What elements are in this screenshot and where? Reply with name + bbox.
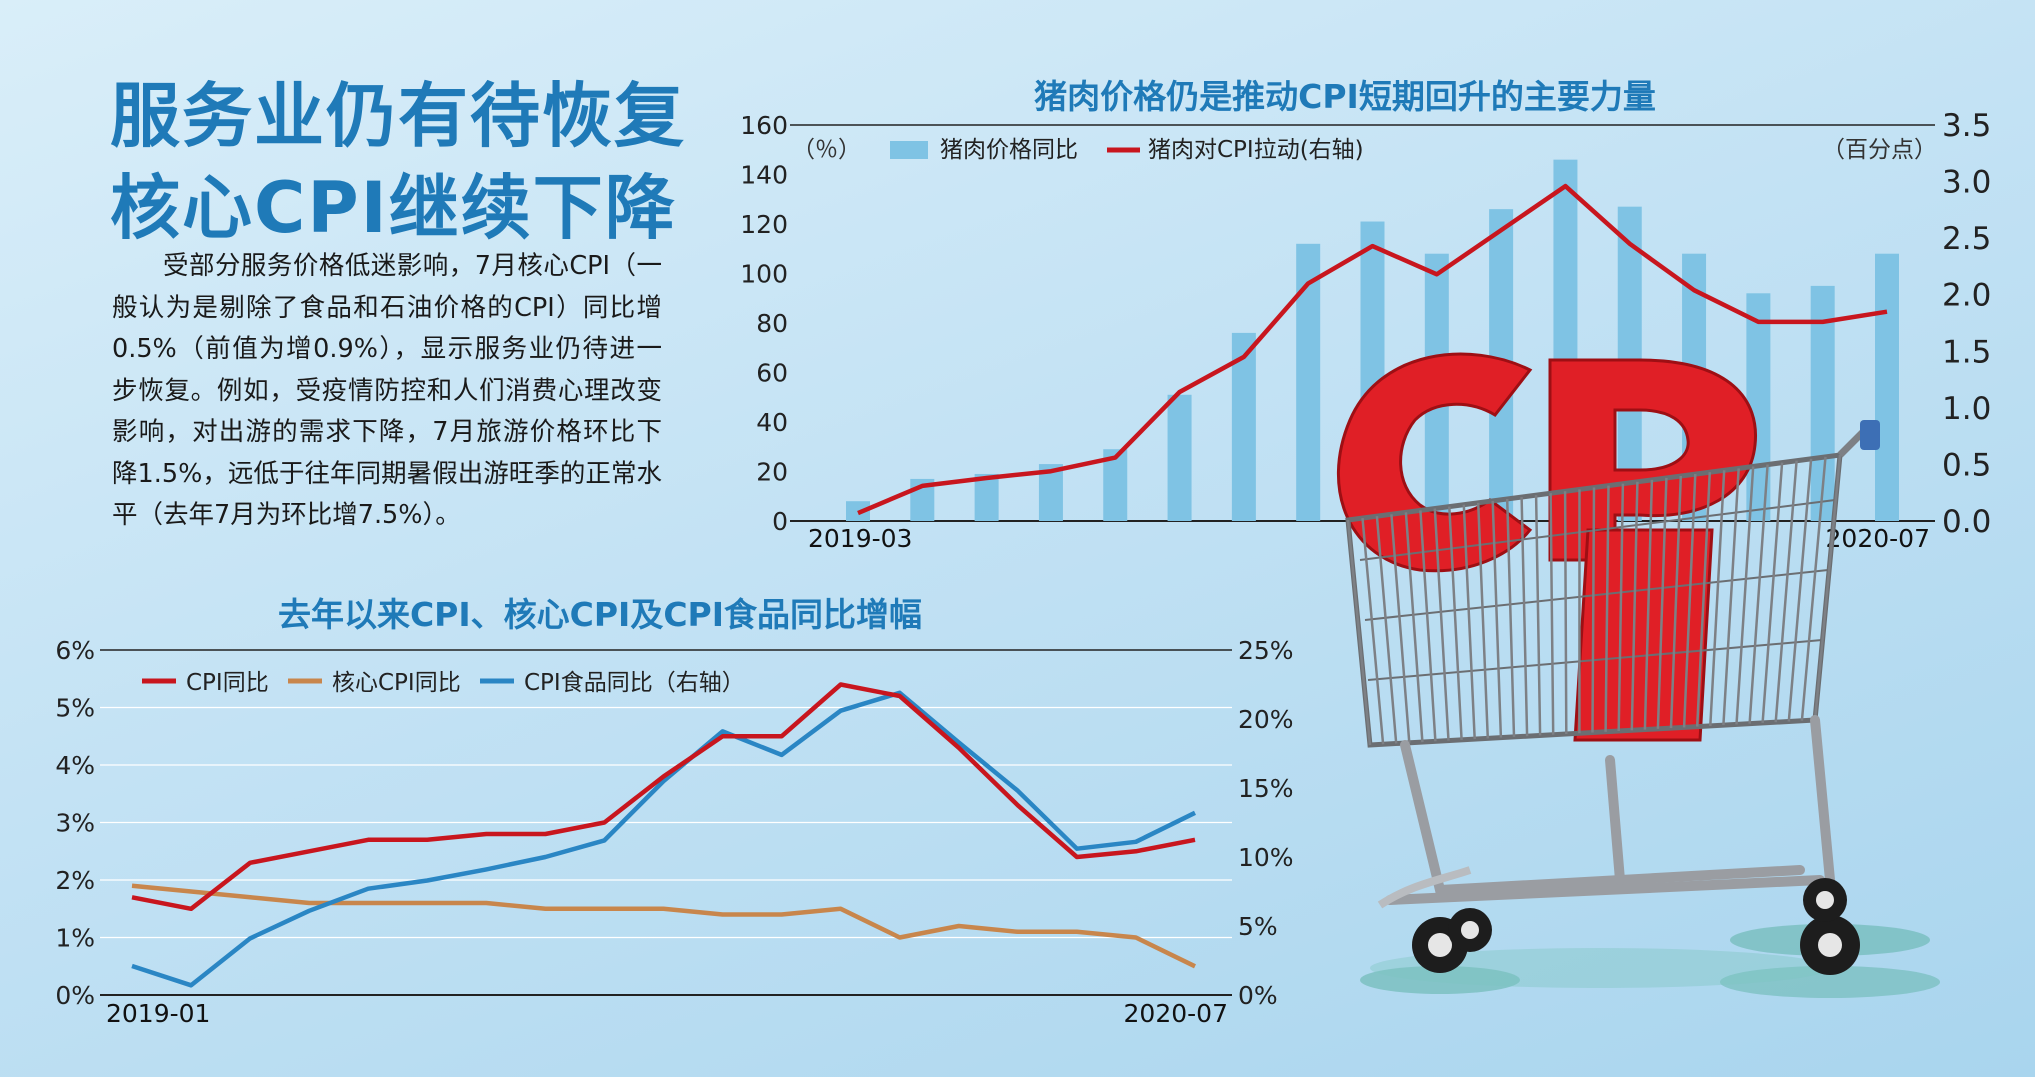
y-tick-label-right: 25% (1238, 636, 1294, 665)
chart-title: 去年以来CPI、核心CPI及CPI食品同比增幅 (278, 595, 922, 634)
gridlines (100, 649, 1232, 939)
y-tick-label-left: 100 (740, 260, 788, 289)
y-tick-label-left: 40 (756, 408, 788, 437)
y-tick-label-left: 4% (55, 751, 95, 780)
y-tick-label-right: 1.0 (1942, 391, 1991, 427)
y-axis-left-ticks: 160 140 120 100 80 60 40 20 0 (740, 111, 788, 536)
y-tick-label-right: 2.0 (1942, 278, 1991, 314)
y-tick-label-right: 3.0 (1942, 165, 1991, 201)
body-text: 受部分服务价格低迷影响，7月核心CPI（一般认为是剔除了食品和石油价格的CPI）… (112, 251, 662, 530)
headline: 服务业仍有待恢复 核心CPI继续下降 (110, 70, 686, 254)
y-tick-label-left: 20 (756, 458, 788, 487)
pork-contribution-line (857, 183, 1888, 516)
y-tick-label-left: 0 (772, 507, 788, 536)
y-tick-label-left: 140 (740, 161, 788, 190)
y-tick-label-left: 0% (55, 981, 95, 1010)
chart-title: 猪肉价格仍是推动CPI短期回升的主要力量 (1034, 77, 1656, 116)
legend-label-line: 猪肉对CPI拉动(右轴) (1148, 137, 1364, 163)
y-axis-right-ticks: 3.5 3.0 2.5 2.0 1.5 1.0 0.5 0.0 (1942, 108, 1991, 540)
y-tick-label-right: 10% (1238, 843, 1294, 872)
x-tick-last: 2020-07 (1826, 524, 1930, 553)
y-tick-label-left: 5% (55, 694, 95, 723)
legend-swatch-bar (890, 141, 928, 159)
y-unit-left: （％） (792, 137, 861, 163)
bar (974, 473, 999, 521)
y-tick-label-right: 3.5 (1942, 108, 1991, 144)
bar (1167, 394, 1192, 521)
bar (1875, 253, 1899, 521)
y-tick-label-right: 1.5 (1942, 334, 1991, 370)
core-cpi-line (131, 883, 1196, 969)
cart-wheels (1412, 878, 1860, 975)
y-tick-label-left: 3% (55, 809, 95, 838)
bar (1231, 332, 1256, 521)
y-tick-label-left: 120 (740, 210, 788, 239)
y-tick-label-right: 20% (1238, 705, 1294, 734)
y-tick-label-left: 6% (55, 636, 95, 665)
y-tick-label-right: 0% (1238, 981, 1278, 1010)
shopping-cart-with-cpi-letters-icon (1336, 352, 1940, 998)
headline-line-1: 服务业仍有待恢复 (110, 75, 686, 157)
cpi-food-line (131, 690, 1196, 988)
legend: CPI同比 核心CPI同比 CPI食品同比（右轴） (142, 670, 745, 696)
y-tick-label-left: 1% (55, 924, 95, 953)
legend-label-bar: 猪肉价格同比 (940, 137, 1078, 163)
y-axis-left-ticks: 6% 5% 4% 3% 2% 1% 0% (55, 636, 95, 1010)
y-tick-label-right: 5% (1238, 912, 1278, 941)
legend-label-food: CPI食品同比（右轴） (524, 670, 745, 696)
x-tick-last: 2020-07 (1124, 999, 1228, 1028)
headline-line-2: 核心CPI继续下降 (110, 167, 677, 249)
y-unit-right: （百分点） (1822, 137, 1937, 163)
legend-label-cpi: CPI同比 (186, 670, 269, 696)
y-tick-label-left: 2% (55, 866, 95, 895)
x-tick-first: 2019-03 (808, 524, 912, 553)
y-tick-label-left: 60 (756, 359, 788, 388)
legend: 猪肉价格同比 猪肉对CPI拉动(右轴) (890, 137, 1364, 163)
y-axis-right-ticks: 25% 20% 15% 10% 5% 0% (1238, 636, 1294, 1010)
y-tick-label-right: 0.0 (1942, 504, 1991, 540)
y-tick-label-right: 2.5 (1942, 221, 1991, 257)
legend-label-core: 核心CPI同比 (332, 670, 461, 696)
x-tick-first: 2019-01 (106, 999, 210, 1028)
y-tick-label-right: 15% (1238, 774, 1294, 803)
y-tick-label-left: 160 (740, 111, 788, 140)
cpi-line (131, 682, 1196, 912)
y-tick-label-left: 80 (756, 309, 788, 338)
y-tick-label-right: 0.5 (1942, 447, 1991, 483)
